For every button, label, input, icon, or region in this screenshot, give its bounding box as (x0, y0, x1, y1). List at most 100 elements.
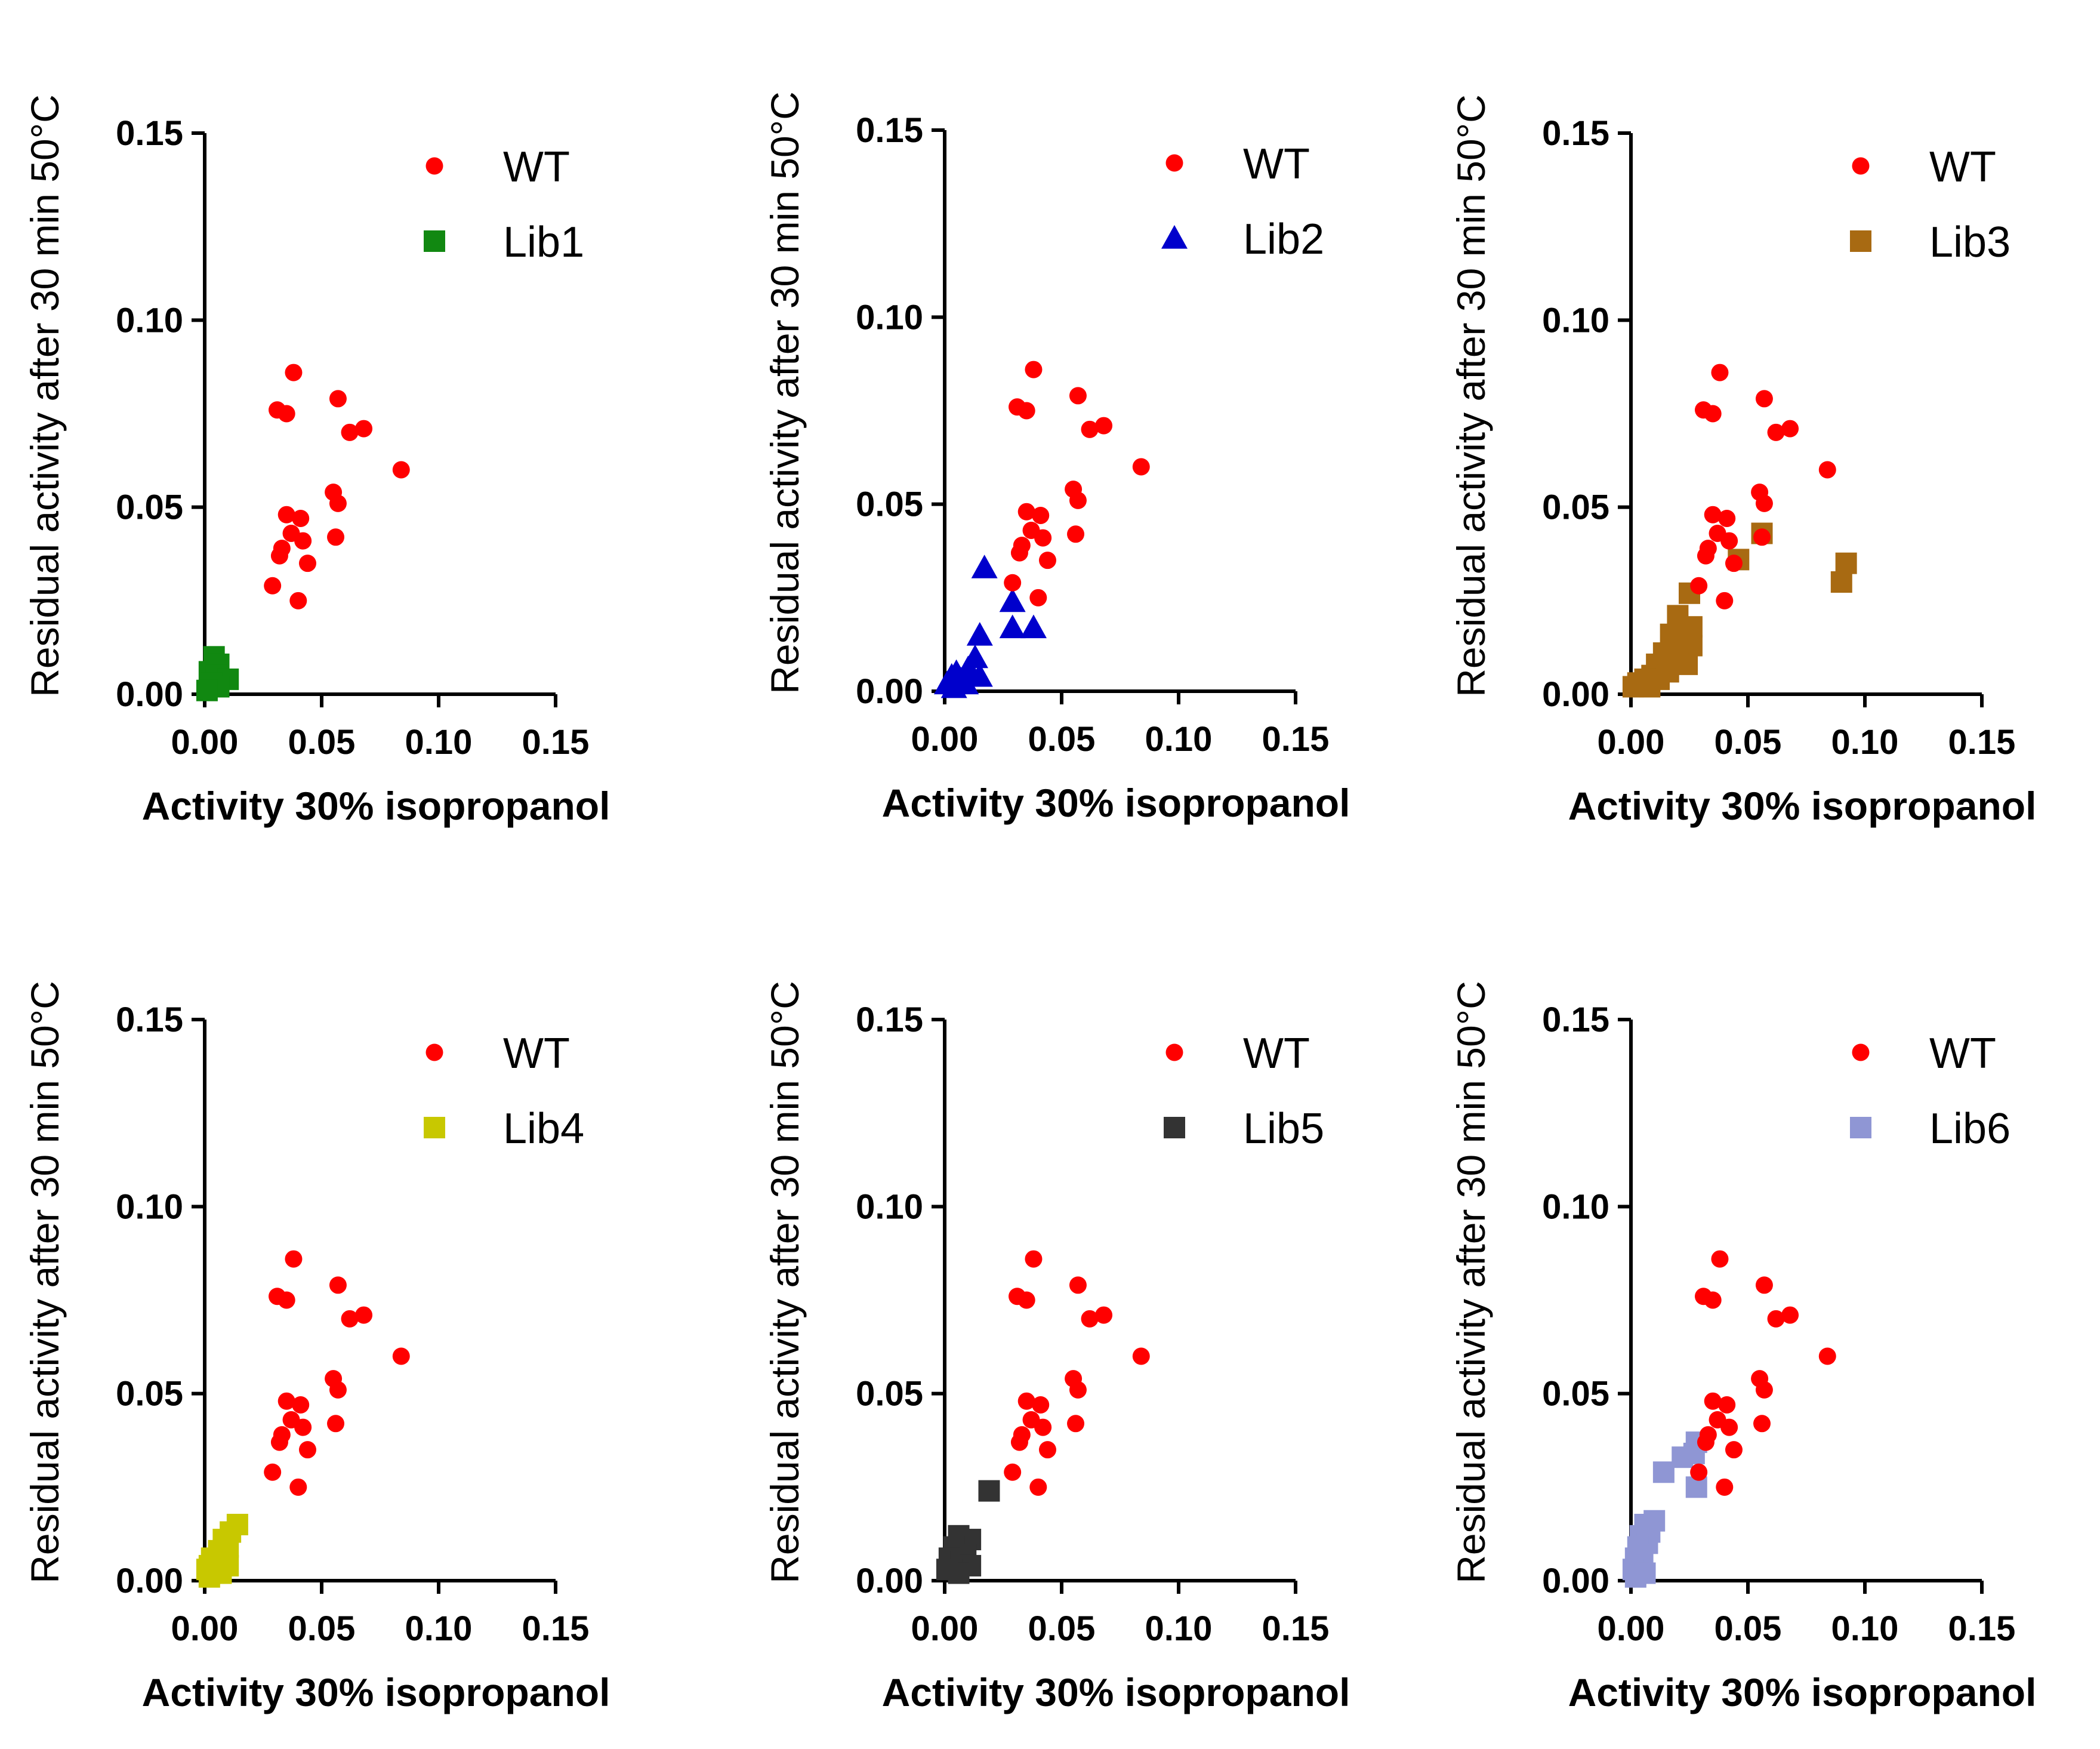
data-point-wt (289, 1478, 307, 1496)
data-point-wt (270, 547, 288, 565)
data-point-wt (327, 528, 345, 546)
chart-panel-1: 0.00 0.05 0.10 0.15 0.00 0.05 0.10 0.15 Activity… (23, 94, 610, 828)
data-point-wt (292, 509, 310, 527)
y-tick-label: 0.10 (856, 1187, 923, 1226)
legend-label-wt: WT (1929, 143, 1996, 191)
data-point-lib5 (978, 1480, 1000, 1502)
x-tick-label: 0.10 (405, 723, 473, 762)
y-axis-title: Residual activity after 30 min 50°C (23, 981, 67, 1584)
legend-label-lib1: Lib1 (503, 218, 584, 266)
x-tick-label: 0.05 (288, 1609, 356, 1648)
data-point-wt (1711, 1250, 1729, 1268)
data-point-wt (1029, 589, 1047, 606)
data-point-wt (277, 405, 295, 423)
x-tick-label: 0.05 (1714, 1609, 1782, 1648)
legend-marker-lib5 (1164, 1117, 1185, 1138)
legend-marker-wt (425, 1043, 443, 1061)
y-tick-label: 0.15 (116, 114, 183, 153)
data-point-lib6 (1672, 1446, 1694, 1468)
series-wt (1004, 1250, 1150, 1496)
y-tick-label: 0.05 (116, 1375, 183, 1414)
legend-marker-lib1 (424, 230, 445, 252)
data-point-wt (1704, 1392, 1722, 1410)
data-point-lib1 (196, 679, 218, 701)
y-tick-label: 0.05 (856, 1375, 923, 1414)
x-axis-title: Activity 30% isopropanol (1568, 1670, 2037, 1714)
data-point-wt (1704, 1291, 1722, 1309)
data-point-lib3 (1835, 552, 1857, 574)
x-tick-label: 0.10 (1145, 1609, 1213, 1648)
data-point-wt (329, 494, 347, 512)
x-tick-label: 0.05 (1028, 1609, 1096, 1648)
legend-marker-wt (1165, 1043, 1183, 1061)
y-tick-label: 0.15 (1542, 114, 1609, 153)
y-tick-label: 0.00 (856, 1562, 923, 1600)
y-tick-label: 0.05 (856, 485, 923, 524)
chart-panel-6: 0.00 0.05 0.10 0.15 0.00 0.05 0.10 0.15 Activity… (1449, 981, 2036, 1714)
x-tick-label: 0.10 (1831, 723, 1899, 762)
data-point-wt (1010, 1433, 1028, 1451)
series-lib3 (1622, 522, 1857, 698)
data-point-wt (1725, 555, 1743, 572)
y-tick-label: 0.15 (116, 1000, 183, 1039)
data-point-wt (1716, 592, 1734, 609)
x-tick-label: 0.15 (1948, 1609, 2016, 1648)
legend-label-lib3: Lib3 (1929, 218, 2010, 266)
y-tick-label: 0.10 (116, 301, 183, 340)
data-point-wt (1034, 1418, 1052, 1436)
data-point-wt (341, 1310, 359, 1328)
data-point-wt (327, 1415, 345, 1433)
data-point-wt (1095, 1306, 1113, 1324)
y-tick-label: 0.00 (1542, 1562, 1609, 1600)
data-point-wt (1017, 402, 1035, 420)
x-tick-label: 0.10 (1831, 1609, 1899, 1648)
y-axis-title: Residual activity after 30 min 50°C (763, 981, 807, 1584)
data-point-lib2 (1020, 614, 1047, 639)
legend-marker-lib6 (1850, 1117, 1871, 1138)
x-tick-label: 0.15 (1262, 1609, 1330, 1648)
data-point-wt (1132, 458, 1150, 476)
y-tick-label: 0.00 (116, 675, 183, 714)
data-point-wt (1067, 525, 1085, 543)
legend-marker-wt (1852, 1043, 1870, 1061)
data-point-wt (1025, 361, 1043, 378)
data-point-wt (1704, 506, 1722, 524)
legend-label-wt: WT (1929, 1030, 1996, 1077)
y-tick-label: 0.00 (116, 1562, 183, 1600)
legend-marker-lib2 (1161, 225, 1188, 249)
data-point-wt (1004, 1463, 1022, 1481)
x-tick-label: 0.15 (1262, 720, 1330, 759)
data-point-wt (1697, 1433, 1714, 1451)
chart-panel-2: 0.00 0.05 0.10 0.15 0.00 0.05 0.10 0.15 Activity… (763, 91, 1350, 825)
legend-marker-lib3 (1850, 230, 1871, 252)
data-point-wt (292, 1396, 310, 1414)
data-point-lib2 (971, 555, 998, 578)
data-point-wt (1004, 574, 1022, 592)
data-point-wt (1034, 529, 1052, 547)
series-lib5 (936, 1480, 1000, 1584)
data-point-wt (1025, 1250, 1043, 1268)
data-point-wt (270, 1433, 288, 1451)
y-axis-title: Residual activity after 30 min 50°C (1449, 94, 1493, 697)
data-point-wt (1017, 503, 1035, 521)
data-point-wt (1781, 420, 1799, 438)
chart-panel-3: 0.00 0.05 0.10 0.15 0.00 0.05 0.10 0.15 Activity… (1449, 94, 2036, 828)
data-point-wt (1132, 1347, 1150, 1365)
data-point-wt (1081, 1310, 1099, 1328)
legend-label-wt: WT (1243, 1030, 1310, 1077)
data-point-wt (264, 577, 282, 595)
data-point-wt (1753, 528, 1771, 546)
y-tick-label: 0.05 (116, 488, 183, 527)
y-axis-title: Residual activity after 30 min 50°C (763, 91, 807, 694)
data-point-wt (285, 1250, 303, 1268)
data-point-wt (1095, 417, 1113, 435)
series-lib1 (196, 646, 239, 701)
legend-label-wt: WT (503, 143, 570, 191)
data-point-wt (264, 1463, 282, 1481)
data-point-wt (329, 1276, 347, 1294)
data-point-wt (294, 532, 312, 550)
data-point-wt (285, 364, 303, 381)
data-point-wt (355, 420, 373, 438)
data-point-wt (1069, 491, 1087, 509)
series-wt (1004, 361, 1150, 606)
